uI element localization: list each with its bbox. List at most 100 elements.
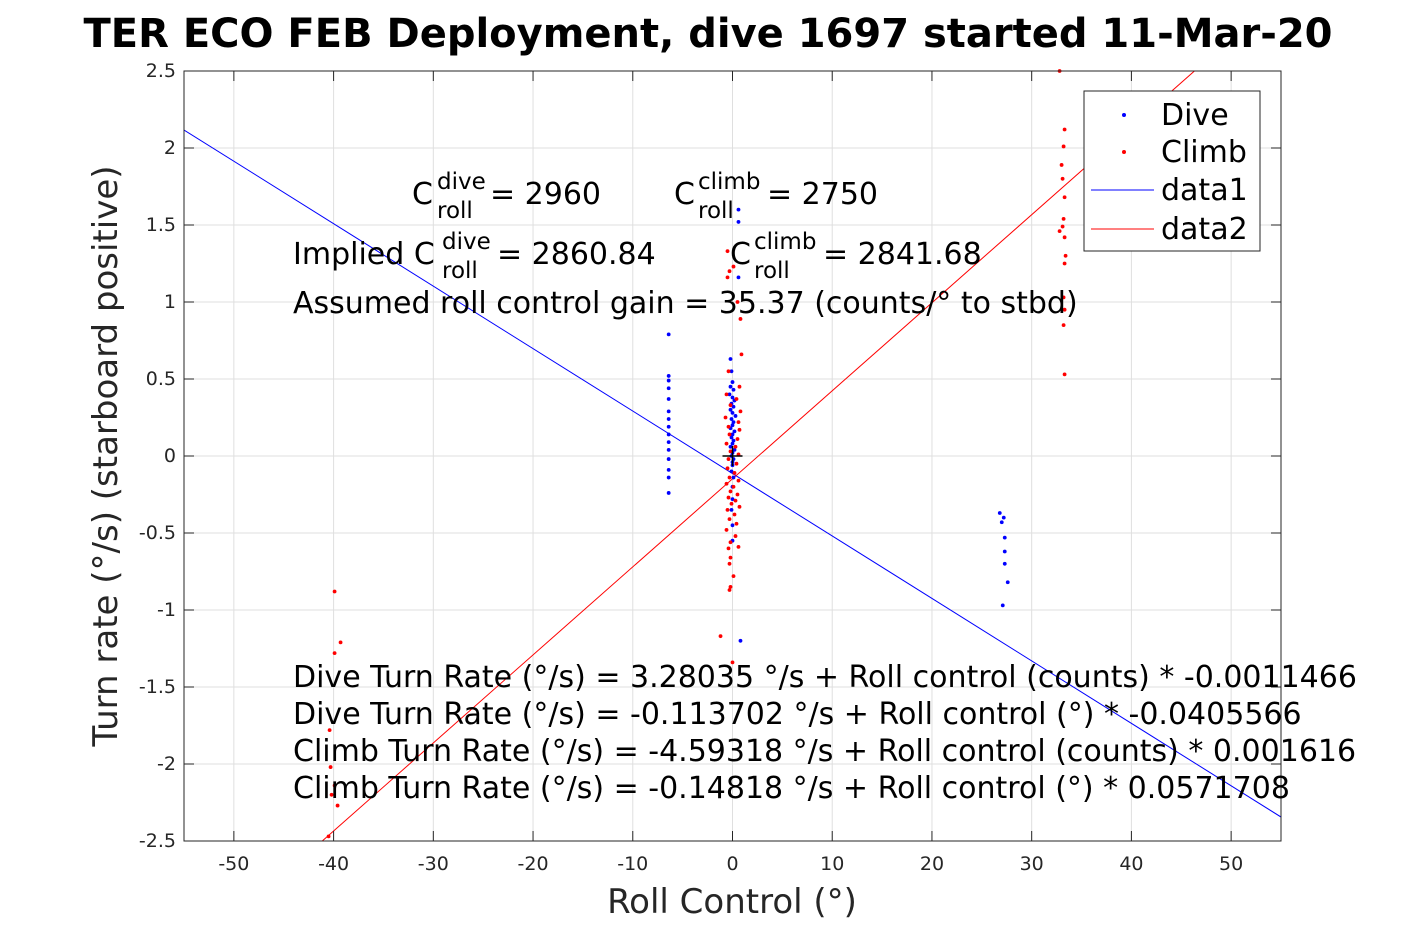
y-tick-label: 0	[164, 445, 176, 467]
point-dive	[666, 457, 671, 461]
point-climb	[728, 555, 733, 560]
origin-marker	[722, 446, 743, 466]
point-dive	[666, 475, 671, 480]
point-dive	[731, 438, 736, 443]
point-dive	[1002, 535, 1007, 540]
point-climb	[732, 471, 737, 475]
point-dive	[736, 220, 741, 224]
y-tick-labels: 2.5 2 1.5 1 0.5 0 -0.5 -1 -1.5 -2 -2.5	[139, 60, 176, 852]
point-climb	[329, 792, 334, 797]
annotation-c-dive: C	[412, 177, 433, 212]
point-dive	[729, 369, 734, 374]
point-climb	[737, 427, 742, 432]
y-tick-label: 2.5	[146, 60, 176, 82]
point-dive	[729, 417, 734, 421]
x-tick-label: -30	[418, 853, 449, 875]
x-tick-label: -10	[617, 853, 648, 875]
y-tick-label: -0.5	[139, 522, 176, 544]
point-climb	[726, 369, 731, 374]
point-dive	[1000, 603, 1005, 608]
annotation-implied-dive-sup: dive	[442, 229, 491, 255]
legend-climb-marker	[1122, 150, 1126, 154]
point-climb	[1060, 176, 1065, 181]
point-climb	[724, 528, 729, 532]
point-climb	[733, 498, 738, 503]
point-dive	[666, 374, 671, 378]
x-axis-label: Roll Control (°)	[607, 882, 857, 922]
point-dive	[666, 440, 671, 445]
fit-line-data1	[184, 129, 1281, 818]
annotation-implied-climb-value: = 2841.68	[823, 237, 982, 272]
point-climb	[731, 574, 736, 579]
point-climb	[735, 300, 740, 304]
point-dive	[666, 417, 671, 421]
point-dive	[999, 520, 1004, 525]
point-climb	[735, 437, 740, 441]
point-climb	[727, 475, 732, 480]
point-climb	[734, 521, 739, 526]
point-dive	[730, 423, 735, 428]
point-climb	[733, 534, 738, 538]
legend-climb-label: Climb	[1161, 135, 1247, 170]
point-climb	[737, 504, 742, 509]
y-tick-label: 1.5	[146, 214, 176, 236]
point-climb	[734, 397, 739, 401]
annotation-implied-climb-sup: climb	[754, 229, 816, 255]
point-dive	[728, 357, 733, 361]
point-climb	[736, 420, 741, 425]
annotation-implied-dive: Implied C	[293, 237, 435, 272]
equation-dive-degrees: Dive Turn Rate (°/s) = -0.113702 °/s + R…	[293, 697, 1302, 732]
point-dive	[731, 404, 736, 409]
point-climb	[327, 728, 332, 733]
point-climb	[730, 660, 735, 665]
annotation-c-climb-sub: roll	[698, 198, 734, 224]
point-dive	[730, 395, 735, 400]
point-dive	[728, 384, 733, 389]
annotation-c-climb-sup: climb	[698, 169, 760, 195]
point-dive	[666, 409, 671, 414]
point-dive	[666, 378, 671, 383]
annotation-gain: Assumed roll control gain = 35.37 (count…	[293, 286, 1078, 321]
x-tick-label: -40	[318, 853, 349, 875]
point-dive	[728, 407, 733, 412]
point-climb	[1059, 163, 1064, 167]
point-climb	[737, 384, 742, 389]
point-climb	[725, 249, 730, 254]
point-climb	[1062, 372, 1067, 377]
annotation-c-dive-sup: dive	[437, 169, 486, 195]
point-climb	[728, 403, 733, 408]
point-climb	[728, 585, 733, 589]
point-climb	[738, 409, 743, 414]
point-dive	[666, 432, 671, 437]
y-tick-label: 0.5	[146, 368, 176, 390]
point-climb	[728, 489, 733, 494]
point-dive	[730, 380, 735, 384]
point-climb	[724, 441, 729, 446]
point-climb	[732, 512, 737, 517]
point-climb	[724, 481, 729, 486]
point-climb	[1061, 295, 1066, 300]
point-climb	[332, 589, 337, 594]
x-tick-label: 40	[1119, 853, 1143, 875]
equation-climb-counts: Climb Turn Rate (°/s) = -4.59318 °/s + R…	[293, 734, 1356, 769]
point-dive	[666, 491, 671, 495]
point-climb	[727, 517, 732, 522]
x-tick-label: 30	[1020, 853, 1044, 875]
point-dive	[738, 638, 743, 643]
point-dive	[730, 523, 735, 528]
annotations: C dive roll = 2960 C climb roll = 2750 I…	[293, 169, 1357, 806]
y-tick-label: -1	[157, 599, 176, 621]
point-dive	[727, 392, 732, 397]
point-climb	[1062, 235, 1067, 240]
point-climb	[733, 444, 738, 449]
point-climb	[729, 501, 734, 506]
x-tick-label: -20	[518, 853, 549, 875]
y-tick-label: 1	[164, 291, 176, 313]
point-climb	[724, 392, 729, 397]
point-dive	[666, 332, 671, 337]
point-climb	[1063, 253, 1068, 258]
point-climb	[332, 651, 337, 656]
point-dive	[997, 511, 1002, 515]
x-tick-label: 0	[726, 853, 738, 875]
